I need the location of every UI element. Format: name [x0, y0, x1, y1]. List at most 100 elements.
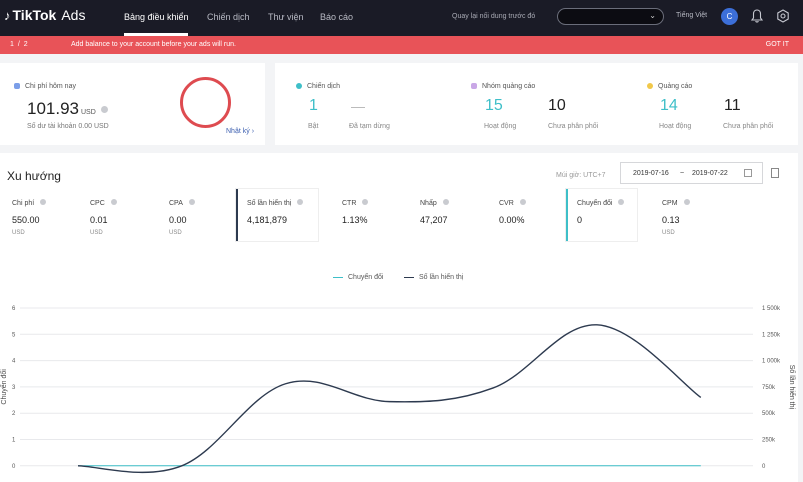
- avatar[interactable]: C: [721, 8, 738, 25]
- logo-ads-text: Ads: [61, 7, 86, 23]
- metric-ctr[interactable]: CTR 1.13%: [330, 189, 410, 241]
- metric-label: CPC: [90, 199, 117, 207]
- activity-log-link[interactable]: Nhật ký ›: [226, 128, 254, 135]
- alert-message: Add balance to your account before your …: [71, 41, 236, 48]
- metric-label: CPM: [662, 199, 690, 207]
- y-tick-right: 0: [762, 464, 766, 470]
- y-tick-left: 1: [12, 438, 16, 444]
- top-nav: ♪ TikTok Ads Bảng điều khiển Chiến dịch …: [0, 0, 803, 36]
- nav-library[interactable]: Thư viện: [268, 12, 304, 22]
- back-link[interactable]: Quay lại nối dung trước đó: [452, 13, 536, 20]
- activity-log-label: Nhật ký: [226, 128, 250, 135]
- ad-icon: [647, 83, 653, 89]
- y-tick-left: 3: [12, 385, 16, 391]
- metric-label-text: CPA: [169, 200, 183, 207]
- ads-active-count[interactable]: 14: [660, 97, 678, 114]
- metric-label: Số lần hiển thị: [247, 199, 304, 207]
- metric-value: 0.01: [90, 215, 108, 225]
- ads-title: Quảng cáo: [658, 83, 693, 90]
- info-icon: [618, 199, 625, 205]
- today-spend-card: Chi phí hôm nay 101.93 USD Số dư tài khoả…: [0, 63, 265, 145]
- metric-label-text: Nhấp: [420, 200, 437, 207]
- ads-undelivered-count[interactable]: 11: [724, 97, 741, 114]
- got-it-button[interactable]: GOT IT: [765, 41, 789, 48]
- nav-dashboard[interactable]: Bảng điều khiển: [124, 12, 189, 22]
- campaigns-on-count[interactable]: 1: [309, 97, 318, 114]
- campaigns-paused-count: [351, 107, 365, 108]
- calendar-icon[interactable]: [744, 169, 752, 177]
- y-tick-right: 1 000k: [762, 359, 781, 365]
- y-axis-title-right: Số lần hiển thị: [788, 365, 797, 410]
- metric-label: Chuyển đổi: [577, 199, 625, 207]
- info-icon: [683, 199, 690, 205]
- y-tick-left: 6: [12, 306, 16, 312]
- logo-text: TikTok: [12, 7, 57, 23]
- legend-swatch: [333, 277, 343, 278]
- info-icon[interactable]: [100, 106, 108, 113]
- info-icon: [362, 199, 369, 205]
- ads-undelivered-label: Chưa phân phối: [723, 123, 774, 130]
- tiktok-ads-logo[interactable]: ♪ TikTok Ads: [4, 7, 85, 23]
- metric-cvr[interactable]: CVR 0.00%: [487, 189, 567, 241]
- campaigns-paused-label: Đã tạm dừng: [349, 123, 390, 130]
- alert-pager[interactable]: 1 / 2: [10, 41, 29, 48]
- spend-currency: USD: [81, 109, 96, 116]
- spend-icon: [14, 83, 20, 89]
- metric-label-text: Chuyển đổi: [577, 200, 613, 207]
- metric-label: CTR: [342, 199, 369, 207]
- adgroups-undelivered-count[interactable]: 10: [548, 97, 566, 114]
- info-icon: [40, 199, 47, 205]
- status-overview-card: Chiến dịch 1 Bật Đã tạm dừng Nhóm quảng …: [275, 63, 798, 145]
- trend-title: Xu hướng: [7, 169, 61, 183]
- y-tick-left: 5: [12, 332, 16, 338]
- timezone-label: Múi giờ: UTC+7: [556, 172, 606, 179]
- metric-value: 4,181,879: [247, 215, 288, 225]
- nav-campaigns[interactable]: Chiến dịch: [207, 12, 250, 22]
- document-icon[interactable]: [771, 168, 779, 178]
- metric-impressions[interactable]: Số lần hiển thị 4,181,879: [236, 189, 318, 241]
- adgroups-active-count[interactable]: 15: [485, 97, 503, 114]
- campaigns-title: Chiến dịch: [307, 83, 341, 90]
- legend-item-impressions[interactable]: Số lần hiển thị: [404, 274, 463, 281]
- gear-icon[interactable]: [776, 9, 790, 23]
- metric-cpa[interactable]: CPA 0.00 USD: [157, 189, 237, 241]
- metric-label-text: CVR: [499, 200, 514, 207]
- legend-label: Chuyển đổi: [348, 274, 384, 281]
- adgroups-undelivered-label: Chưa phân phối: [548, 123, 599, 130]
- info-icon: [188, 199, 195, 205]
- metric-label-text: CPC: [90, 200, 105, 207]
- trend-card: Xu hướng Múi giờ: UTC+7 2019-07-16 ~ 201…: [0, 153, 798, 482]
- y-tick-right: 1 250k: [762, 332, 781, 338]
- legend-item-conversions[interactable]: Chuyển đổi: [333, 274, 383, 281]
- date-start: 2019-07-16: [633, 170, 669, 177]
- metric-value: 0: [577, 215, 583, 225]
- metric-unit: USD: [12, 230, 25, 236]
- balance-alert-bar: 1 / 2 Add balance to your account before…: [0, 36, 803, 54]
- metric-clicks[interactable]: Nhấp 47,207: [408, 189, 488, 241]
- metric-cost[interactable]: Chi phí 550.00 USD: [0, 189, 80, 241]
- account-select[interactable]: ⌄: [557, 8, 664, 25]
- tiktok-note-icon: ♪: [4, 7, 11, 23]
- metric-cpc[interactable]: CPC 0.01 USD: [78, 189, 158, 241]
- date-separator: ~: [680, 170, 685, 177]
- spend-ring-gauge: [180, 77, 231, 128]
- metric-cpm[interactable]: CPM 0.13 USD: [650, 189, 730, 241]
- metric-value: 0.00: [169, 215, 187, 225]
- adgroups-active-label: Hoạt động: [484, 123, 517, 130]
- y-axis-title-left: Chuyển đổi: [0, 369, 8, 405]
- metric-conversions[interactable]: Chuyển đổi 0: [566, 189, 637, 241]
- metric-value: 47,207: [420, 215, 448, 225]
- series-line-impressions: [77, 324, 702, 474]
- nav-reports[interactable]: Báo cáo: [320, 12, 354, 22]
- y-tick-right: 250k: [762, 438, 776, 444]
- language-switch[interactable]: Tiếng Việt: [676, 12, 708, 19]
- date-range-picker[interactable]: 2019-07-16 ~ 2019-07-22: [620, 162, 763, 184]
- metric-label-text: CTR: [342, 200, 357, 207]
- campaigns-on-label: Bật: [308, 123, 319, 130]
- metric-value: 550.00: [12, 215, 40, 225]
- y-tick-right: 750k: [762, 385, 776, 391]
- trend-line-chart[interactable]: 0 1 2 3 4 5 6 0 250k 500k 750k 1 000k 1 250k 1 500k Ch…: [0, 293, 798, 482]
- y-tick-left: 0: [12, 464, 16, 470]
- info-icon: [297, 199, 304, 205]
- bell-icon[interactable]: [751, 9, 763, 23]
